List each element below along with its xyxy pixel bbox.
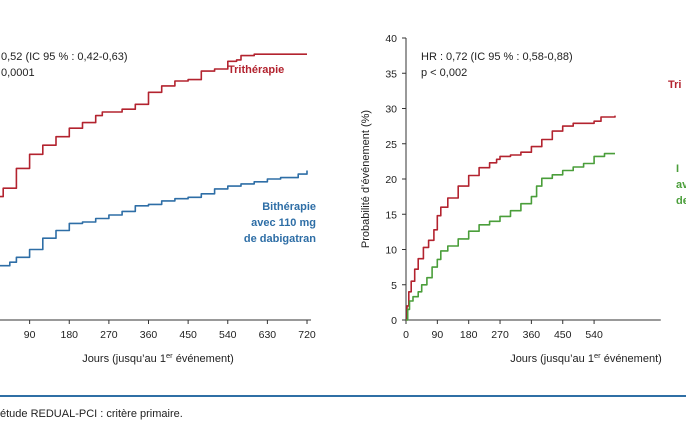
left-series-2-label-2: avec 110 mg [251, 217, 316, 229]
right-y-tick-label-10: 10 [385, 245, 397, 257]
left-series-2-label-1: Bithérapie [262, 201, 316, 213]
left-x-tick-label-540: 540 [219, 329, 237, 341]
right-y-tick-label-25: 25 [385, 139, 397, 151]
right-x-tick-label-0: 0 [403, 329, 409, 341]
bottom-rule [0, 395, 686, 397]
left-annotation-line-2: 0,0001 [1, 67, 35, 79]
right-x-tick-label-90: 90 [432, 329, 444, 341]
right-series-1-label-1: Tri [668, 79, 681, 91]
left-x-tick-label-360: 360 [140, 329, 158, 341]
left-x-tick-label-180: 180 [60, 329, 78, 341]
right-y-tick-label-40: 40 [385, 33, 397, 45]
right-y-tick-label-35: 35 [385, 68, 397, 80]
right-series-2-label-1: I [676, 163, 679, 175]
left-x-tick-label-270: 270 [100, 329, 118, 341]
right-y-tick-label-0: 0 [391, 315, 397, 327]
left-series-1-label-1: Trithérapie [228, 64, 284, 76]
right-annotation-line-1: HR : 0,72 (IC 95 % : 0,58-0,88) [421, 51, 573, 63]
right-x-tick-label-450: 450 [554, 329, 572, 341]
right-y-tick-label-5: 5 [391, 280, 397, 292]
left-x-tick-label-450: 450 [179, 329, 197, 341]
right-y-tick-label-20: 20 [385, 174, 397, 186]
right-y-tick-label-30: 30 [385, 104, 397, 116]
left-annotation-line-1: 0,52 (IC 95 % : 0,42-0,63) [1, 51, 128, 63]
left-x-tick-label-720: 720 [298, 329, 316, 341]
right-x-tick-label-360: 360 [523, 329, 541, 341]
right-y-tick-label-15: 15 [385, 209, 397, 221]
right-x-axis-label: Jours (jusqu’au 1er événement) [510, 351, 662, 366]
left-series-2-label-3: de dabigatran [244, 233, 316, 245]
right-series-2-label-3: de [676, 195, 686, 207]
figure-caption: étude REDUAL-PCI : critère primaire. [0, 408, 183, 420]
right-y-axis-label: Probabilité d’événement (%) [360, 110, 372, 248]
left-x-axis-label: Jours (jusqu’au 1er événement) [82, 351, 234, 366]
left-x-tick-label-90: 90 [24, 329, 36, 341]
right-x-tick-label-540: 540 [585, 329, 603, 341]
left-x-tick-label-630: 630 [259, 329, 277, 341]
left-series-2-line [0, 170, 308, 267]
left-panel: 90 180 270 360 450 540 630 720 Jours (jusqu’au 1… [0, 51, 316, 365]
right-x-tick-label-180: 180 [460, 329, 478, 341]
right-series-2-line [406, 152, 615, 321]
right-x-tick-label-270: 270 [491, 329, 509, 341]
right-series-1-line [406, 115, 616, 321]
right-series-2-label-2: av [676, 179, 686, 191]
right-annotation-line-2: p < 0,002 [421, 67, 467, 79]
left-series-1-line [0, 53, 307, 198]
